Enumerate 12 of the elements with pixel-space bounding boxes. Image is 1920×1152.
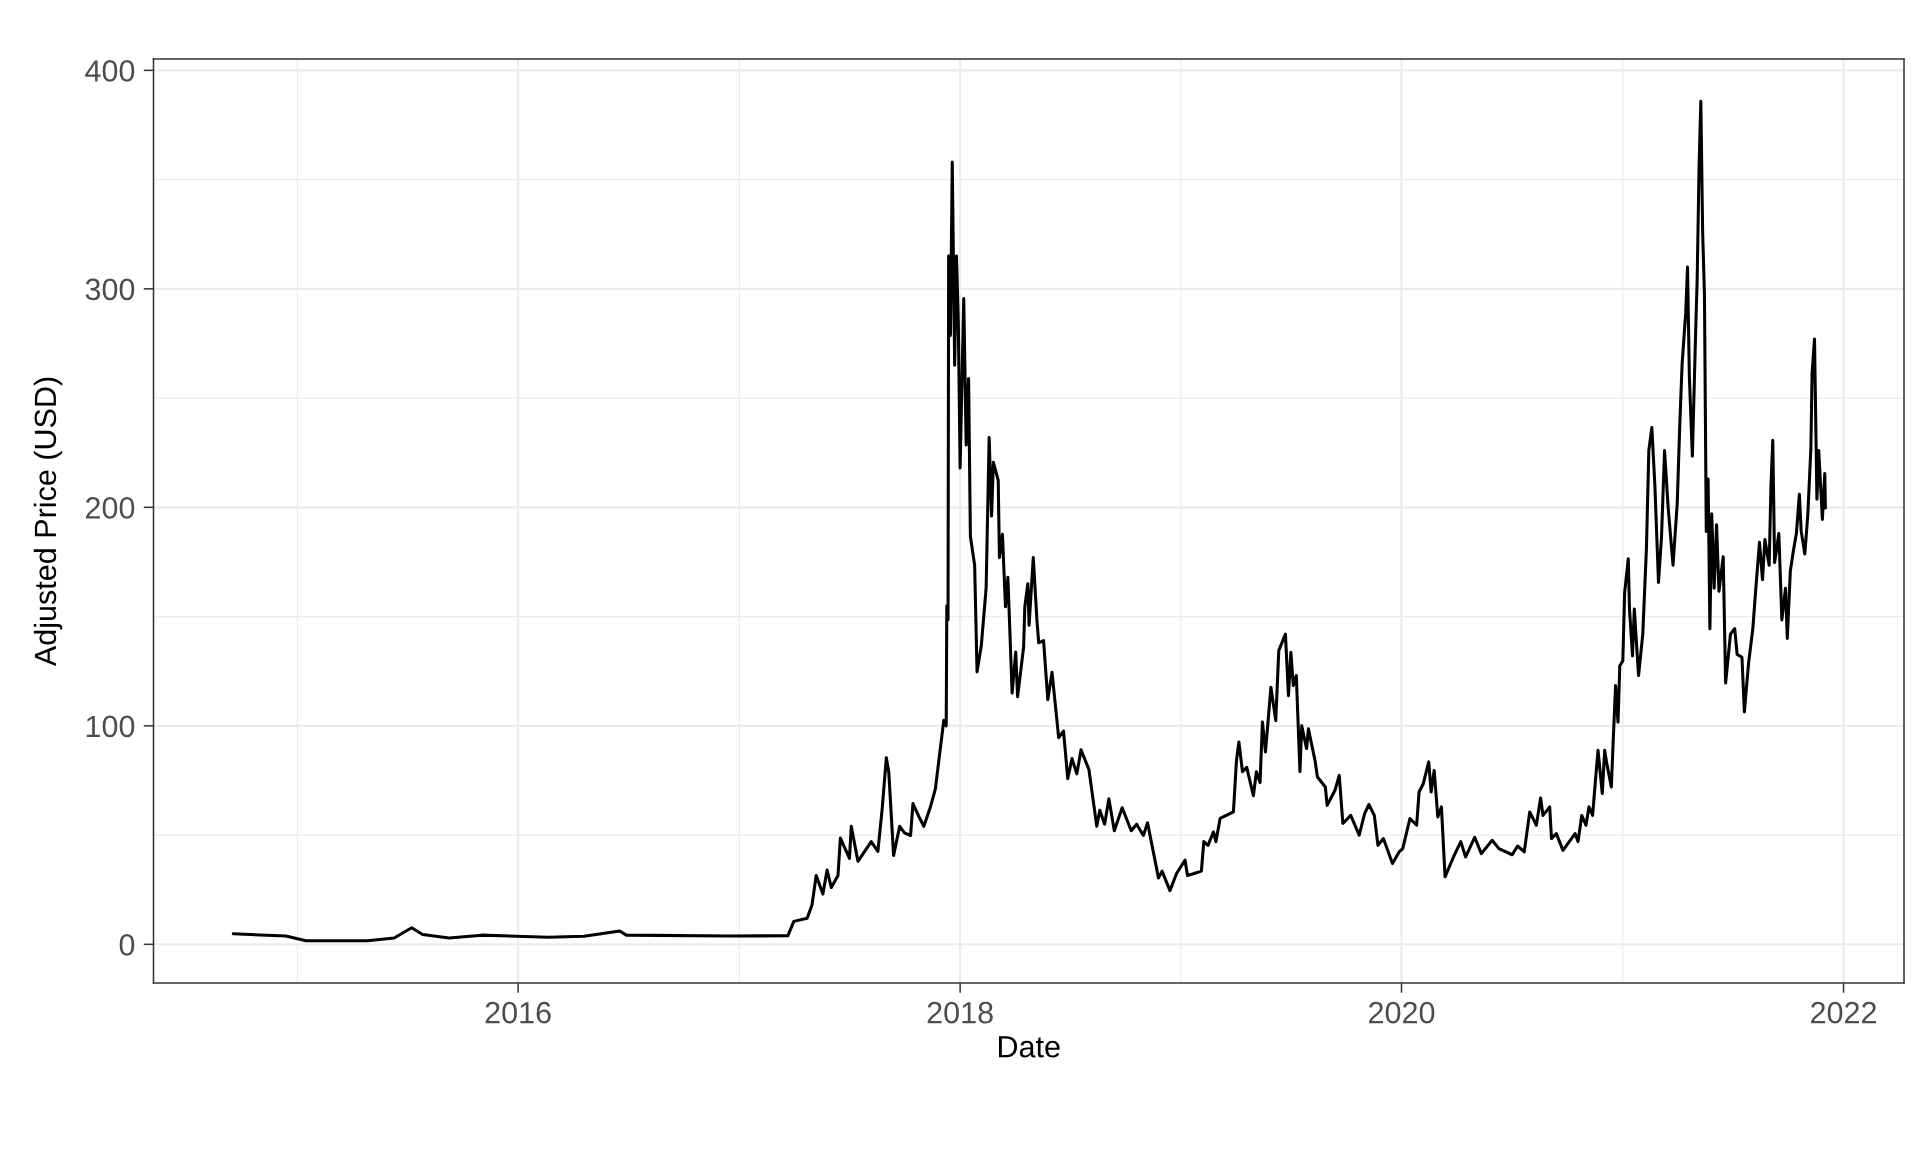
- x-tick-label: 2020: [1369, 1001, 1435, 1024]
- line-series: [231, 99, 1827, 943]
- y-tick-label: 300: [85, 278, 135, 301]
- y-tick-label: 0: [119, 934, 135, 956]
- x-axis-title: Date: [998, 1036, 1060, 1058]
- y-tick-label: 100: [86, 715, 135, 738]
- x-tick-label: 2018: [927, 1001, 993, 1024]
- y-tick-label: 400: [85, 60, 135, 82]
- x-tick-label: 2016: [485, 1001, 551, 1024]
- y-axis-title: Adjusted Price (USD): [33, 377, 63, 667]
- x-tick-label: 2022: [1811, 1001, 1876, 1024]
- y-tick-label: 200: [86, 497, 135, 519]
